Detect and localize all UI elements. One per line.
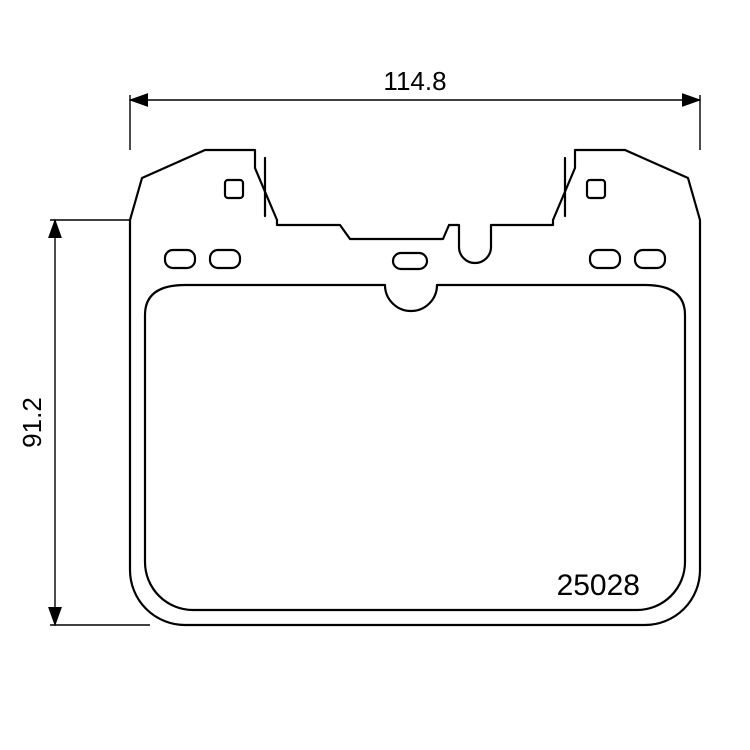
- height-value: 91.2: [17, 397, 47, 448]
- drawing-canvas: 114.8 91.2 25028: [0, 0, 750, 750]
- width-dimension: 114.8: [130, 66, 700, 150]
- part-number: 25028: [557, 569, 640, 602]
- technical-svg: 114.8 91.2 25028: [0, 0, 750, 750]
- brake-pad-outline: [130, 150, 700, 625]
- width-value: 114.8: [383, 66, 446, 96]
